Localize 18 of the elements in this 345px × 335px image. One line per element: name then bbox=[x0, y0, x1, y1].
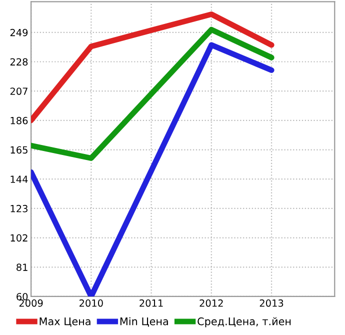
y-tick-label: 102 bbox=[10, 234, 28, 242]
legend-label: Min Цена bbox=[120, 317, 168, 327]
x-tick-label: 2011 bbox=[140, 299, 163, 307]
y-tick-label: 165 bbox=[10, 146, 28, 154]
y-tick-label: 186 bbox=[10, 116, 28, 124]
x-tick-label: 2010 bbox=[80, 299, 103, 307]
legend-label: Max Цена bbox=[40, 318, 90, 327]
x-tick-label: 2009 bbox=[19, 299, 43, 307]
x-tick-label: 2013 bbox=[260, 299, 284, 307]
y-tick-label: 60 bbox=[16, 292, 28, 300]
y-tick-label: 249 bbox=[10, 28, 28, 36]
y-tick-label: 228 bbox=[10, 58, 28, 66]
y-tick-label: 207 bbox=[10, 88, 28, 95]
legend-label: Сред.Цена, т.йен bbox=[198, 317, 291, 328]
x-tick-label: 2012 bbox=[200, 299, 223, 307]
y-tick-label: 123 bbox=[10, 204, 28, 212]
y-tick-label: 81 bbox=[16, 264, 28, 271]
y-tick-label: 144 bbox=[10, 176, 28, 183]
